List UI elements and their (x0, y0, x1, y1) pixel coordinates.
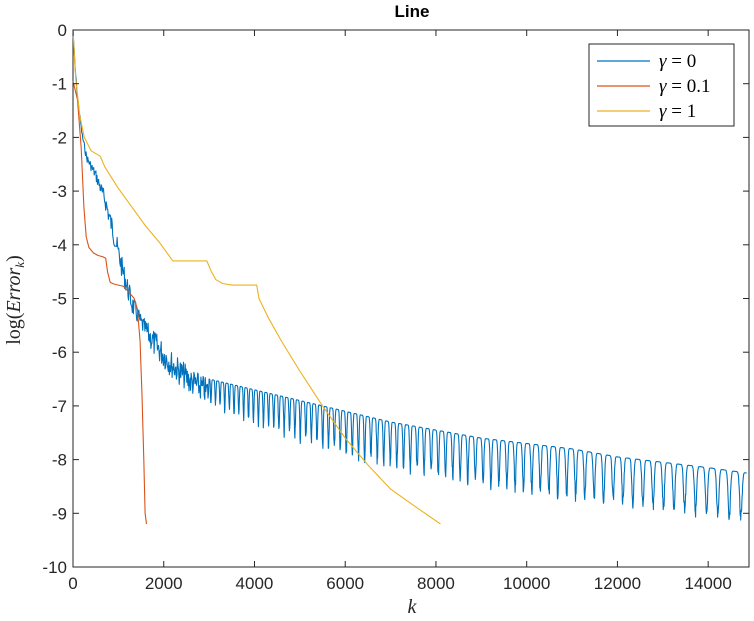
y-tick-label: -2 (52, 128, 67, 147)
legend-label-0: γ = 0 (659, 51, 696, 72)
y-tick-label: -7 (52, 397, 67, 416)
x-axis-label: k (408, 596, 418, 618)
y-axis-label-var: Error (3, 267, 25, 313)
series-layer (72, 29, 748, 525)
y-tick-label: -3 (52, 182, 67, 201)
x-tick-label: 2000 (145, 574, 183, 593)
y-axis-label-close: ) (3, 255, 25, 262)
series-line-1 (72, 80, 148, 525)
svg-text:log(Errork): log(Errork) (3, 255, 27, 345)
x-tick-label: 4000 (236, 574, 274, 593)
tick-layer: 0 2000 4000 6000 8000 10000 12000 14000 0 -1 -2 -3 -… (42, 21, 749, 593)
x-tick-label: 12000 (594, 574, 641, 593)
y-tick-label: -6 (52, 343, 67, 362)
y-tick-label: 0 (58, 21, 67, 40)
chart-title: Line (395, 2, 430, 21)
y-axis-label: log(Errork) (3, 255, 27, 345)
legend-label-1: γ = 0.1 (659, 76, 710, 97)
x-tick-label: 10000 (503, 574, 550, 593)
y-tick-label: -4 (52, 236, 67, 255)
x-tick-label: 8000 (417, 574, 455, 593)
y-tick-label: -5 (52, 290, 67, 309)
legend-items: γ = 0 γ = 0.1 γ = 1 (597, 51, 710, 122)
y-axis-label-sub: k (12, 262, 27, 268)
y-tick-label: -10 (42, 558, 67, 577)
x-tick-label: 6000 (326, 574, 364, 593)
series-line-2 (72, 29, 441, 525)
x-tick-label: 14000 (685, 574, 732, 593)
x-tick-label: 0 (68, 574, 77, 593)
series-line-0 (72, 29, 748, 521)
legend: γ = 0 γ = 0.1 γ = 1 (588, 43, 735, 127)
y-tick-label: -9 (52, 504, 67, 523)
y-tick-label: -8 (52, 451, 67, 470)
y-axis-label-func: log( (3, 312, 25, 345)
legend-box (588, 43, 735, 127)
y-tick-label: -1 (52, 75, 67, 94)
legend-label-2: γ = 1 (659, 101, 696, 122)
